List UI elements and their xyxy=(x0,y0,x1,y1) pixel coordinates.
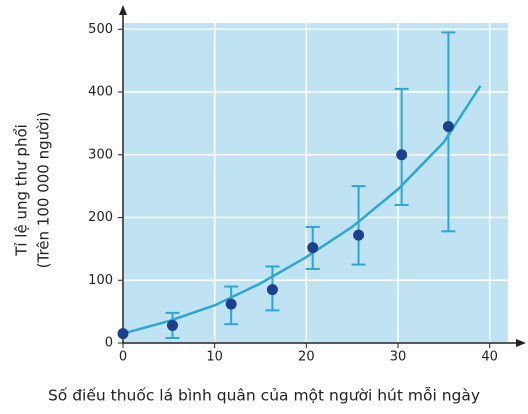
y-label: (Trên 100 000 người) xyxy=(35,112,53,269)
y-tick-label: 400 xyxy=(88,85,113,100)
x-arrow xyxy=(516,339,526,347)
y-tick-label: 500 xyxy=(88,22,113,37)
data-point xyxy=(167,319,178,331)
plot-background xyxy=(123,23,508,343)
data-point xyxy=(266,284,278,296)
data-point xyxy=(225,298,237,310)
y-label: Tỉ lệ ung thư phổi xyxy=(13,124,31,257)
x-tick-label: 10 xyxy=(206,350,223,365)
y-tick-label: 100 xyxy=(88,273,113,288)
y-tick-label: 300 xyxy=(88,147,113,162)
fit-curve xyxy=(122,85,482,335)
y-tick-label: 200 xyxy=(88,210,113,225)
x-tick-label: 40 xyxy=(481,350,498,365)
x-tick-label: 0 xyxy=(119,350,127,365)
data-point xyxy=(353,229,365,241)
x-tick-label: 20 xyxy=(298,350,315,365)
data-point xyxy=(442,121,454,133)
data-point xyxy=(396,149,408,161)
data-point xyxy=(117,328,129,340)
x-label: Số điếu thuốc lá bình quân của một người… xyxy=(48,387,480,405)
x-tick-label: 30 xyxy=(390,350,407,365)
y-tick-label: 0 xyxy=(105,336,113,351)
y-arrow xyxy=(119,5,127,15)
data-point xyxy=(307,242,319,254)
